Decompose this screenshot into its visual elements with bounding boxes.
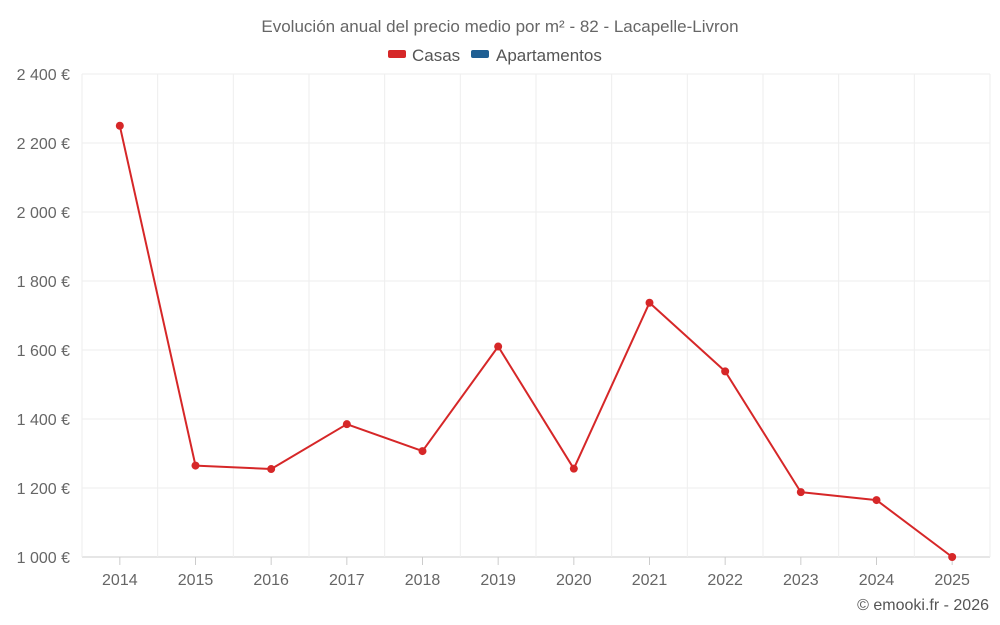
legend-item-apartamentos[interactable]: Apartamentos: [471, 46, 602, 65]
x-tick-label: 2018: [405, 572, 441, 589]
x-axis: 2014 2015 2016 2017 2018 2019 2020 2021 2022 2023…: [102, 557, 970, 589]
legend: Casas Apartamentos: [388, 46, 602, 65]
x-tick-label: 2019: [480, 572, 516, 589]
x-tick-label: 2022: [707, 572, 743, 589]
data-point-casas[interactable]: [267, 465, 276, 474]
series-casas: [115, 121, 957, 561]
data-point-casas[interactable]: [418, 447, 427, 456]
legend-label-apartamentos: Apartamentos: [496, 46, 602, 65]
y-tick-label: 2 200 €: [17, 136, 70, 153]
data-point-casas[interactable]: [115, 121, 124, 130]
data-point-casas[interactable]: [948, 553, 957, 561]
x-tick-label: 2020: [556, 572, 592, 589]
y-tick-label: 2 000 €: [17, 205, 70, 222]
x-tick-label: 2017: [329, 572, 365, 589]
x-tick-label: 2024: [859, 572, 895, 589]
y-tick-label: 1 400 €: [17, 412, 70, 429]
credit-text: © emooki.fr - 2026: [857, 597, 989, 614]
x-tick-label: 2015: [178, 572, 214, 589]
series-line-casas: [118, 125, 953, 558]
data-point-casas[interactable]: [342, 420, 351, 429]
data-point-casas[interactable]: [872, 496, 881, 505]
y-tick-label: 1 800 €: [17, 274, 70, 291]
data-point-casas[interactable]: [494, 342, 503, 351]
data-point-casas[interactable]: [191, 461, 200, 470]
x-tick-label: 2025: [934, 572, 970, 589]
data-point-casas[interactable]: [569, 464, 578, 473]
x-tick-label: 2021: [632, 572, 668, 589]
y-tick-label: 1 200 €: [17, 481, 70, 498]
grid: [81, 73, 991, 558]
legend-label-casas: Casas: [412, 46, 460, 65]
chart-title: Evolución anual del precio medio por m² …: [261, 17, 738, 36]
legend-item-casas[interactable]: Casas: [388, 46, 460, 65]
x-tick-label: 2016: [253, 572, 289, 589]
y-tick-label: 1 600 €: [17, 343, 70, 360]
x-tick-label: 2023: [783, 572, 819, 589]
y-tick-label: 2 400 €: [17, 67, 70, 84]
legend-swatch-apartamentos: [471, 50, 489, 58]
data-point-casas[interactable]: [721, 367, 730, 376]
y-axis: 1 000 € 1 200 € 1 400 € 1 600 € 1 800 € 2 000…: [17, 67, 70, 567]
legend-swatch-casas: [388, 50, 406, 58]
x-tick-label: 2014: [102, 572, 138, 589]
y-tick-label: 1 000 €: [17, 550, 70, 567]
data-point-casas[interactable]: [645, 298, 654, 307]
data-point-casas[interactable]: [796, 488, 805, 497]
